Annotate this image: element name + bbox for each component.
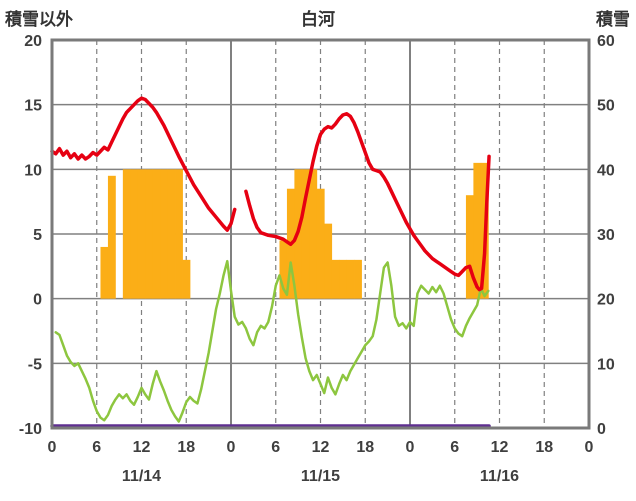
- svg-text:5: 5: [33, 227, 42, 244]
- svg-text:-10: -10: [19, 421, 42, 438]
- svg-text:0: 0: [48, 439, 57, 456]
- svg-text:18: 18: [356, 439, 374, 456]
- svg-text:30: 30: [597, 227, 615, 244]
- svg-text:11/16: 11/16: [480, 468, 519, 485]
- svg-text:10: 10: [597, 356, 615, 373]
- svg-text:12: 12: [312, 439, 330, 456]
- left-axis-title: 積雪以外: [5, 10, 73, 29]
- svg-text:40: 40: [597, 162, 615, 179]
- svg-text:6: 6: [271, 439, 280, 456]
- svg-text:12: 12: [133, 439, 151, 456]
- svg-text:6: 6: [450, 439, 459, 456]
- chart-title: 白河: [301, 10, 335, 29]
- svg-text:12: 12: [491, 439, 509, 456]
- svg-text:20: 20: [597, 292, 615, 309]
- svg-text:6: 6: [92, 439, 101, 456]
- svg-text:50: 50: [597, 98, 615, 115]
- svg-text:0: 0: [406, 439, 415, 456]
- svg-text:0: 0: [597, 421, 606, 438]
- svg-text:18: 18: [535, 439, 553, 456]
- svg-text:-5: -5: [28, 356, 42, 373]
- svg-text:10: 10: [24, 162, 42, 179]
- svg-text:15: 15: [24, 98, 42, 115]
- svg-text:11/14: 11/14: [122, 468, 161, 485]
- svg-text:20: 20: [24, 33, 42, 50]
- svg-text:0: 0: [585, 439, 594, 456]
- svg-text:18: 18: [177, 439, 195, 456]
- right-axis-title: 積雪: [596, 10, 630, 29]
- svg-text:0: 0: [33, 292, 42, 309]
- svg-text:11/15: 11/15: [301, 468, 340, 485]
- svg-text:0: 0: [227, 439, 236, 456]
- svg-text:60: 60: [597, 33, 615, 50]
